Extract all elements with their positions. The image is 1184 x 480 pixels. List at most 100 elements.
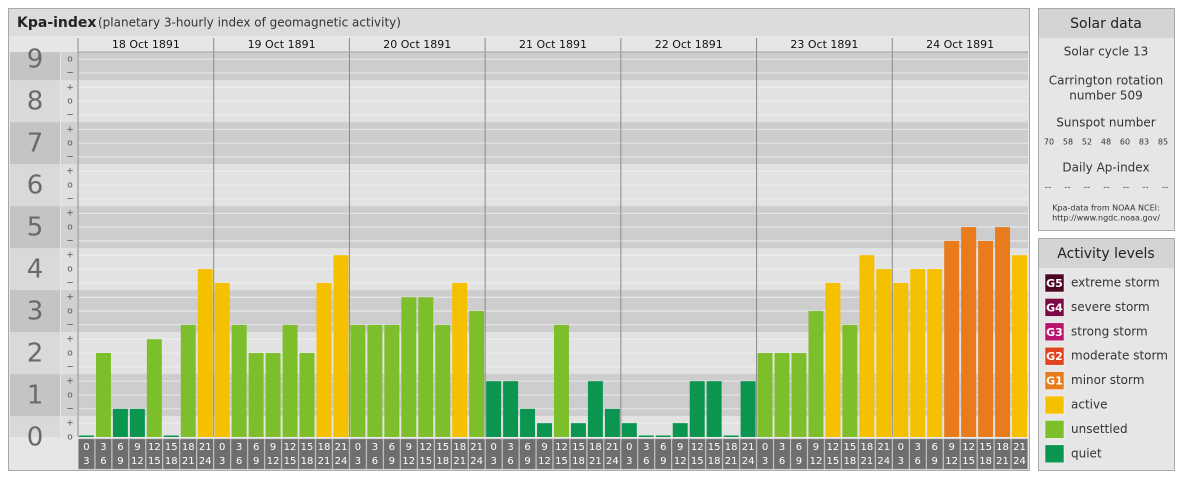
- level-label-band: [10, 122, 60, 165]
- hour-box: [519, 438, 536, 470]
- hour-box: [332, 438, 350, 470]
- hour-start-label: 12: [148, 442, 161, 453]
- day-label: 23 Oct 1891: [790, 38, 858, 51]
- legend-badge: G2: [1046, 350, 1063, 363]
- hour-start-label: 6: [117, 442, 123, 453]
- bar: [655, 435, 671, 437]
- hour-end-label: 12: [945, 456, 958, 467]
- bar: [604, 408, 620, 437]
- bar: [621, 423, 637, 437]
- hour-box: [281, 438, 299, 470]
- hour-end-label: 9: [660, 456, 666, 467]
- bar: [163, 435, 179, 437]
- bar: [570, 423, 586, 437]
- hour-start-label: 0: [762, 442, 768, 453]
- hour-start-label: 0: [490, 442, 496, 453]
- hour-box: [621, 438, 638, 470]
- y-tick-label: 6: [27, 171, 44, 201]
- chart-subtitle: (planetary 3-hourly index of geomagnetic…: [98, 16, 401, 30]
- hour-end-label: 21: [996, 456, 1009, 467]
- hour-box: [502, 438, 519, 470]
- bar: [248, 353, 264, 437]
- ap-value: --: [1064, 183, 1071, 193]
- solar-cycle: Solar cycle 13: [1064, 45, 1149, 59]
- legend-label: severe storm: [1071, 300, 1150, 314]
- day-label: 21 Oct 1891: [519, 38, 587, 51]
- ap-value: --: [1045, 183, 1052, 193]
- ap-value: --: [1103, 183, 1110, 193]
- hour-end-label: 18: [165, 456, 178, 467]
- bar: [401, 297, 417, 437]
- hour-box: [129, 438, 146, 470]
- legend-swatch: [1044, 420, 1065, 439]
- hour-start-label: 9: [270, 442, 276, 453]
- sunspot-value: 83: [1139, 138, 1149, 147]
- bar: [180, 324, 196, 437]
- hour-box: [807, 438, 825, 470]
- hour-box: [756, 438, 774, 470]
- hour-end-label: 6: [372, 456, 378, 467]
- bar: [927, 269, 943, 437]
- hour-box: [909, 438, 926, 470]
- hour-box: [264, 438, 282, 470]
- hour-end-label: 21: [589, 456, 602, 467]
- hour-end-label: 18: [844, 456, 857, 467]
- minor-label-band: [61, 122, 77, 165]
- hour-start-label: 12: [555, 442, 568, 453]
- hour-end-label: 3: [355, 456, 361, 467]
- hour-end-label: 9: [524, 456, 530, 467]
- hour-box: [604, 438, 621, 470]
- minor-label-band: [61, 332, 77, 375]
- bar: [384, 324, 400, 437]
- hour-end-label: 24: [1013, 456, 1026, 467]
- bar: [486, 381, 502, 437]
- hour-end-label: 6: [643, 456, 649, 467]
- bar: [554, 324, 569, 437]
- minor-tick-label: +: [66, 419, 74, 429]
- hour-start-label: 21: [1013, 442, 1026, 453]
- minor-label-band: [61, 80, 77, 123]
- bar: [214, 282, 230, 437]
- minor-tick-label: o: [67, 307, 73, 317]
- legend-badge: G4: [1046, 301, 1063, 314]
- hour-end-label: 15: [691, 456, 704, 467]
- bar: [129, 408, 145, 437]
- sunspot-value: 48: [1101, 138, 1111, 147]
- hour-box: [875, 438, 893, 470]
- hour-start-label: 9: [541, 442, 547, 453]
- hour-box: [841, 438, 859, 470]
- hour-start-label: 9: [134, 442, 140, 453]
- hour-box: [434, 438, 451, 470]
- level-label-band: [10, 52, 60, 81]
- minor-tick-label: o: [67, 391, 73, 401]
- hour-start-label: 12: [827, 442, 840, 453]
- bar: [638, 435, 654, 437]
- y-tick-label: 9: [27, 45, 44, 75]
- legend-label: quiet: [1071, 446, 1102, 460]
- bar: [774, 353, 790, 437]
- hour-start-label: 3: [915, 442, 921, 453]
- hour-start-label: 6: [389, 442, 395, 453]
- bar: [333, 255, 349, 437]
- hour-box: [485, 438, 502, 470]
- hour-start-label: 12: [419, 442, 432, 453]
- hour-end-label: 24: [742, 456, 755, 467]
- hour-end-label: 21: [860, 456, 873, 467]
- hour-end-label: 6: [100, 456, 106, 467]
- ap-value: --: [1123, 183, 1130, 193]
- hour-box: [553, 438, 570, 470]
- sunspot-title: Sunspot number: [1056, 116, 1155, 130]
- hour-end-label: 18: [301, 456, 314, 467]
- bar: [418, 297, 434, 437]
- legend-badge: G3: [1046, 326, 1063, 339]
- hour-start-label: 18: [182, 442, 195, 453]
- hour-end-label: 18: [572, 456, 585, 467]
- rotation-line: number 509: [1069, 89, 1143, 103]
- bar: [231, 324, 247, 437]
- minor-tick-label: o: [67, 433, 73, 443]
- hour-start-label: 18: [589, 442, 602, 453]
- hour-start-label: 21: [742, 442, 755, 453]
- source-line: http://www.ngdc.noaa.gov/: [1052, 214, 1160, 223]
- legend-swatch: [1044, 322, 1065, 342]
- hour-box: [197, 438, 214, 470]
